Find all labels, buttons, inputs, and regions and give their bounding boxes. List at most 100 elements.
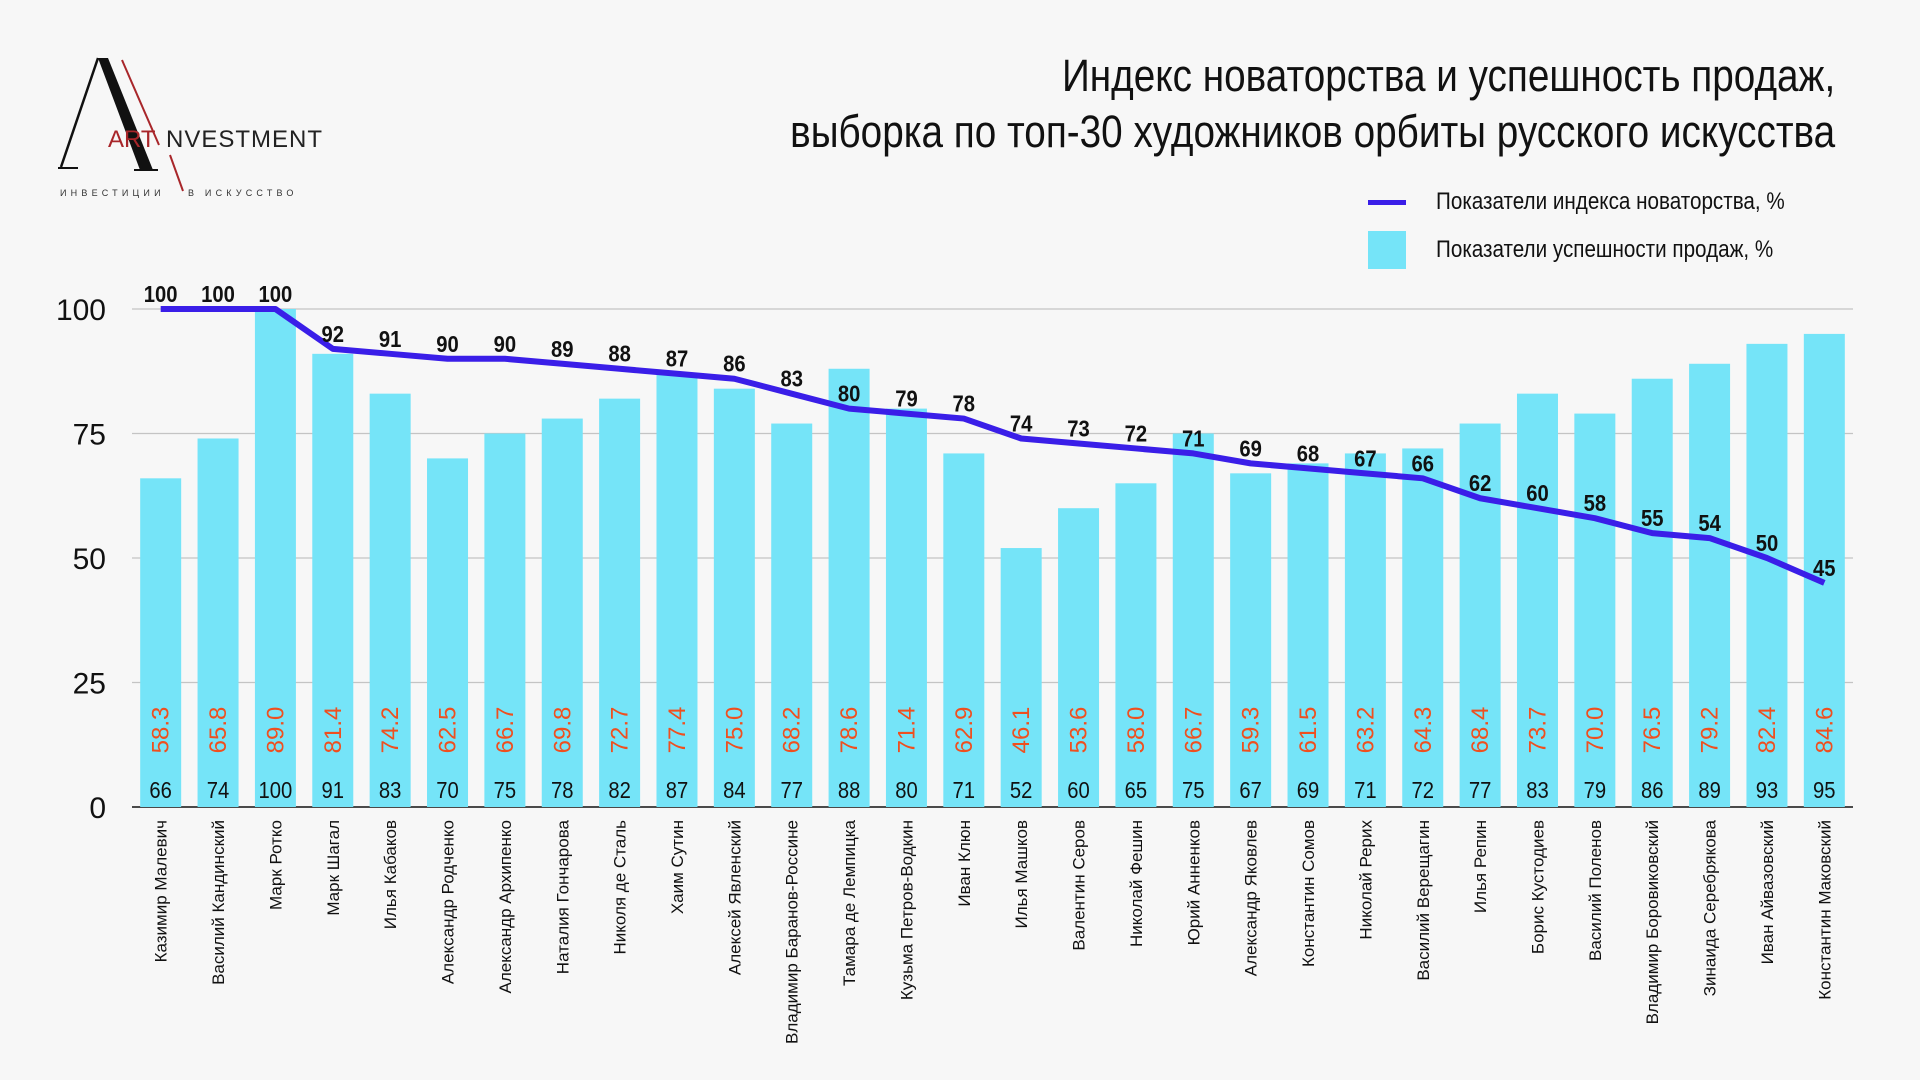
line-data-label: 90 <box>436 331 459 358</box>
bar <box>369 393 411 807</box>
line-data-label: 83 <box>780 365 803 392</box>
line-data-label: 79 <box>895 385 918 412</box>
chart-legend: Показатели индекса новаторства, % Показа… <box>1368 182 1842 278</box>
bar <box>312 353 354 807</box>
x-category-label: Александр Родченко <box>439 820 458 984</box>
bar-data-label: 52 <box>1010 777 1033 804</box>
bar <box>484 433 526 807</box>
logo-a-mark-icon: ART NVESTMENT ИНВЕСТИЦИИ В ИСКУССТВО <box>58 57 323 198</box>
chart-title-line-1: Индекс новаторства и успешность продаж, <box>1061 50 1835 101</box>
secondary-data-label: 59.3 <box>1238 707 1265 754</box>
secondary-data-label: 63.2 <box>1352 707 1379 754</box>
bar-data-label: 75 <box>494 777 517 804</box>
x-category-label: Илья Репин <box>1471 820 1490 913</box>
secondary-data-label: 66.7 <box>1180 707 1207 754</box>
secondary-data-label: 68.4 <box>1467 707 1494 754</box>
bar-data-label: 69 <box>1297 777 1320 804</box>
bar <box>828 368 870 807</box>
x-category-label: Александр Архипенко <box>496 820 515 994</box>
bar-data-label: 100 <box>259 777 293 804</box>
x-category-label: Илья Машков <box>1012 820 1031 928</box>
line-data-label: 86 <box>723 350 746 377</box>
legend-line-swatch <box>1368 199 1406 205</box>
logo-brand-art: ART <box>108 126 156 153</box>
secondary-data-label: 77.4 <box>664 707 691 754</box>
secondary-data-label: 58.0 <box>1123 707 1150 754</box>
line-data-label: 58 <box>1584 490 1607 517</box>
x-category-label: Алексей Явленский <box>725 820 744 975</box>
bar-data-label: 67 <box>1239 777 1262 804</box>
logo-tagline-left: ИНВЕСТИЦИИ <box>60 188 165 198</box>
bar <box>1631 378 1673 807</box>
bar-data-label: 91 <box>322 777 345 804</box>
line-data-label: 66 <box>1411 450 1434 477</box>
art-investment-logo: ART NVESTMENT ИНВЕСТИЦИИ В ИСКУССТВО <box>58 55 328 205</box>
x-category-label: Василий Кандинский <box>209 820 228 985</box>
line-data-label: 71 <box>1182 425 1205 452</box>
y-tick-label: 75 <box>73 419 106 452</box>
secondary-data-label: 53.6 <box>1066 707 1093 754</box>
x-category-label: Борис Кустодиев <box>1528 820 1547 954</box>
bar <box>254 309 296 807</box>
bar-data-label: 77 <box>780 777 803 804</box>
secondary-data-label: 89.0 <box>262 707 289 754</box>
bar-data-label: 93 <box>1756 777 1779 804</box>
bar-data-label: 82 <box>608 777 631 804</box>
bar <box>885 408 927 807</box>
bar <box>1058 508 1100 807</box>
bar <box>1115 483 1157 807</box>
secondary-data-label: 82.4 <box>1754 707 1781 754</box>
bar <box>1459 423 1501 807</box>
bar-data-label: 88 <box>838 777 861 804</box>
x-category-label: Владимир Боровиковский <box>1643 820 1662 1024</box>
secondary-data-label: 46.1 <box>1008 707 1035 754</box>
x-category-label: Константин Маковский <box>1815 820 1834 1000</box>
bar <box>1574 413 1616 807</box>
legend-label-sales: Показатели успешности продаж, % <box>1436 236 1774 263</box>
line-data-label: 50 <box>1756 530 1779 557</box>
secondary-data-label: 71.4 <box>893 707 920 754</box>
bar-data-label: 71 <box>953 777 976 804</box>
line-data-label: 89 <box>551 336 574 363</box>
x-category-label: Хаим Сутин <box>668 820 687 914</box>
bar <box>713 388 755 807</box>
secondary-data-label: 78.6 <box>836 707 863 754</box>
x-category-label: Тамара де Лемпицка <box>840 819 859 985</box>
bar-data-label: 70 <box>436 777 459 804</box>
line-data-label: 78 <box>953 390 976 417</box>
x-category-label: Марк Ротко <box>266 820 285 910</box>
line-data-label: 73 <box>1067 415 1090 442</box>
bar <box>140 478 182 807</box>
bar <box>1689 363 1731 807</box>
secondary-data-label: 69.8 <box>549 707 576 754</box>
bar-data-label: 79 <box>1584 777 1607 804</box>
bar-data-label: 74 <box>207 777 230 804</box>
bar-data-label: 66 <box>149 777 172 804</box>
secondary-data-label: 62.5 <box>435 707 462 754</box>
secondary-data-label: 76.5 <box>1639 707 1666 754</box>
x-category-label: Константин Сомов <box>1299 820 1318 967</box>
line-data-label: 74 <box>1010 410 1033 437</box>
bar-data-label: 75 <box>1182 777 1205 804</box>
logo-brand-investment: NVESTMENT <box>166 126 323 153</box>
bar-data-label: 84 <box>723 777 746 804</box>
bar <box>1344 453 1386 807</box>
bar-data-label: 83 <box>1526 777 1549 804</box>
bar <box>1000 548 1042 807</box>
line-data-label: 87 <box>666 346 689 373</box>
secondary-data-label: 65.8 <box>205 707 232 754</box>
bar <box>656 373 698 807</box>
line-data-label: 45 <box>1813 555 1836 582</box>
x-category-label: Юрий Анненков <box>1184 820 1203 945</box>
bar <box>1172 433 1214 807</box>
bar-data-label: 72 <box>1411 777 1434 804</box>
secondary-data-label: 73.7 <box>1524 707 1551 754</box>
bar <box>943 453 985 807</box>
line-data-label: 60 <box>1526 480 1549 507</box>
line-data-label: 91 <box>379 326 402 353</box>
bar-data-label: 77 <box>1469 777 1492 804</box>
bar-data-label: 80 <box>895 777 918 804</box>
bar <box>1230 473 1272 807</box>
x-category-label: Николай Рерих <box>1356 820 1375 940</box>
